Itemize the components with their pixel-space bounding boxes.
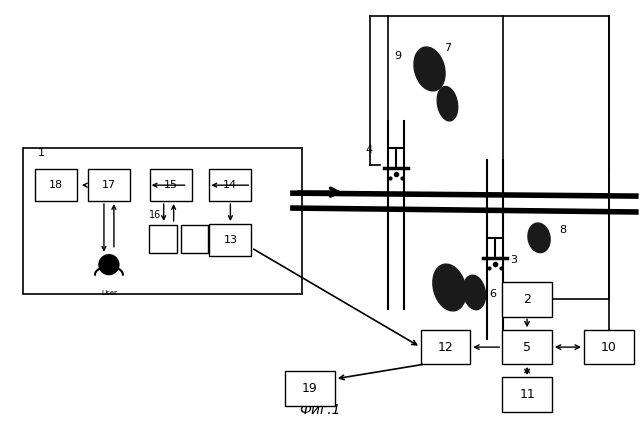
Text: User: User: [101, 290, 117, 296]
Text: 18: 18: [49, 180, 63, 190]
Bar: [502, 330, 552, 365]
Text: 2: 2: [523, 293, 531, 306]
Bar: [23, 148, 302, 294]
Text: 9: 9: [395, 51, 402, 61]
Bar: [35, 169, 77, 201]
Text: 4: 4: [366, 145, 373, 155]
Text: 12: 12: [438, 340, 453, 354]
Bar: [285, 371, 335, 406]
Text: 8: 8: [559, 225, 566, 235]
Ellipse shape: [414, 47, 445, 91]
Text: 10: 10: [601, 340, 617, 354]
Ellipse shape: [433, 264, 466, 311]
Bar: [420, 330, 470, 365]
Circle shape: [99, 255, 119, 275]
Bar: [148, 225, 177, 253]
Text: 13: 13: [223, 235, 237, 245]
Bar: [209, 169, 252, 201]
Bar: [584, 330, 634, 365]
Bar: [88, 169, 130, 201]
Ellipse shape: [528, 223, 550, 253]
Bar: [150, 169, 191, 201]
Text: 16: 16: [148, 210, 161, 220]
Text: 11: 11: [519, 388, 535, 401]
Bar: [502, 282, 552, 317]
Text: 6: 6: [489, 290, 496, 299]
Text: 7: 7: [444, 43, 452, 53]
Text: 14: 14: [223, 180, 237, 190]
Text: 17: 17: [102, 180, 116, 190]
Ellipse shape: [463, 275, 486, 310]
Bar: [180, 225, 209, 253]
Bar: [502, 377, 552, 412]
Bar: [209, 224, 252, 256]
Ellipse shape: [437, 86, 458, 121]
Text: Фиг.1: Фиг.1: [300, 403, 340, 417]
Text: 15: 15: [164, 180, 178, 190]
Text: 3: 3: [510, 255, 517, 265]
Text: 1: 1: [38, 148, 45, 159]
Text: 5: 5: [523, 340, 531, 354]
Text: 19: 19: [302, 382, 318, 395]
